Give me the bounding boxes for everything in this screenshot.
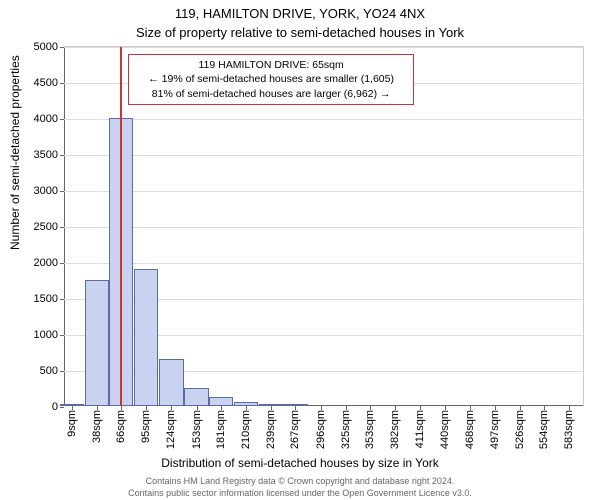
y-tick-mark — [60, 335, 64, 336]
subtitle: Size of property relative to semi-detach… — [0, 25, 600, 40]
histogram-bar — [85, 280, 109, 406]
y-tick-label: 1000 — [34, 329, 58, 341]
y-tick-label: 3500 — [34, 149, 58, 161]
y-tick-mark — [60, 191, 64, 192]
footer-line-2: Contains public sector information licen… — [0, 488, 600, 498]
x-tick-label: 153sqm — [191, 410, 203, 449]
address-title: 119, HAMILTON DRIVE, YORK, YO24 4NX — [0, 6, 600, 21]
info-line-1: 119 HAMILTON DRIVE: 65sqm — [135, 58, 407, 72]
histogram-bar — [134, 269, 158, 406]
y-tick-mark — [60, 407, 64, 408]
x-tick-label: 124sqm — [165, 410, 177, 449]
property-marker-line — [120, 47, 122, 406]
histogram-bar — [184, 388, 208, 406]
x-tick-label: 583sqm — [563, 410, 575, 449]
y-tick-mark — [60, 227, 64, 228]
y-tick-mark — [60, 119, 64, 120]
info-line-2: ← 19% of semi-detached houses are smalle… — [135, 72, 407, 86]
x-tick-label: 468sqm — [464, 410, 476, 449]
y-tick-label: 4500 — [34, 77, 58, 89]
x-axis-label: Distribution of semi-detached houses by … — [0, 456, 600, 470]
y-tick-label: 2000 — [34, 257, 58, 269]
gridline — [64, 263, 583, 264]
y-tick-mark — [60, 155, 64, 156]
x-tick-label: 353sqm — [364, 410, 376, 449]
y-tick-label: 2500 — [34, 221, 58, 233]
y-tick-label: 5000 — [34, 41, 58, 53]
gridline — [64, 47, 583, 48]
x-tick-label: 267sqm — [289, 410, 301, 449]
y-tick-label: 1500 — [34, 293, 58, 305]
y-tick-mark — [60, 47, 64, 48]
x-tick-label: 554sqm — [538, 410, 550, 449]
x-tick-label: 210sqm — [240, 410, 252, 449]
histogram-bar — [159, 359, 183, 406]
y-axis-label: Number of semi-detached properties — [8, 55, 22, 250]
info-line-3: 81% of semi-detached houses are larger (… — [135, 87, 407, 101]
gridline — [64, 119, 583, 120]
y-tick-label: 500 — [40, 365, 58, 377]
x-tick-label: 9sqm — [66, 410, 78, 437]
y-tick-mark — [60, 299, 64, 300]
x-tick-label: 526sqm — [514, 410, 526, 449]
x-tick-label: 181sqm — [215, 410, 227, 449]
plot-area: 0500100015002000250030003500400045005000… — [64, 46, 584, 406]
gridline — [64, 227, 583, 228]
gridline — [64, 155, 583, 156]
y-tick-mark — [60, 263, 64, 264]
y-tick-mark — [60, 371, 64, 372]
x-tick-label: 66sqm — [115, 410, 127, 443]
chart-container: 119, HAMILTON DRIVE, YORK, YO24 4NX Size… — [0, 0, 600, 500]
y-tick-label: 4000 — [34, 113, 58, 125]
x-tick-label: 440sqm — [439, 410, 451, 449]
x-tick-label: 95sqm — [140, 410, 152, 443]
x-tick-label: 411sqm — [414, 410, 426, 448]
x-tick-label: 38sqm — [91, 410, 103, 443]
y-tick-label: 3000 — [34, 185, 58, 197]
x-tick-label: 382sqm — [389, 410, 401, 449]
x-tick-label: 497sqm — [489, 410, 501, 449]
y-tick-mark — [60, 83, 64, 84]
gridline — [64, 191, 583, 192]
info-box: 119 HAMILTON DRIVE: 65sqm← 19% of semi-d… — [128, 54, 414, 105]
x-tick-label: 296sqm — [315, 410, 327, 449]
x-tick-label: 325sqm — [340, 410, 352, 449]
footer-line-1: Contains HM Land Registry data © Crown c… — [0, 476, 600, 486]
y-tick-label: 0 — [52, 401, 58, 413]
histogram-bar — [209, 397, 233, 406]
x-tick-label: 239sqm — [265, 410, 277, 449]
